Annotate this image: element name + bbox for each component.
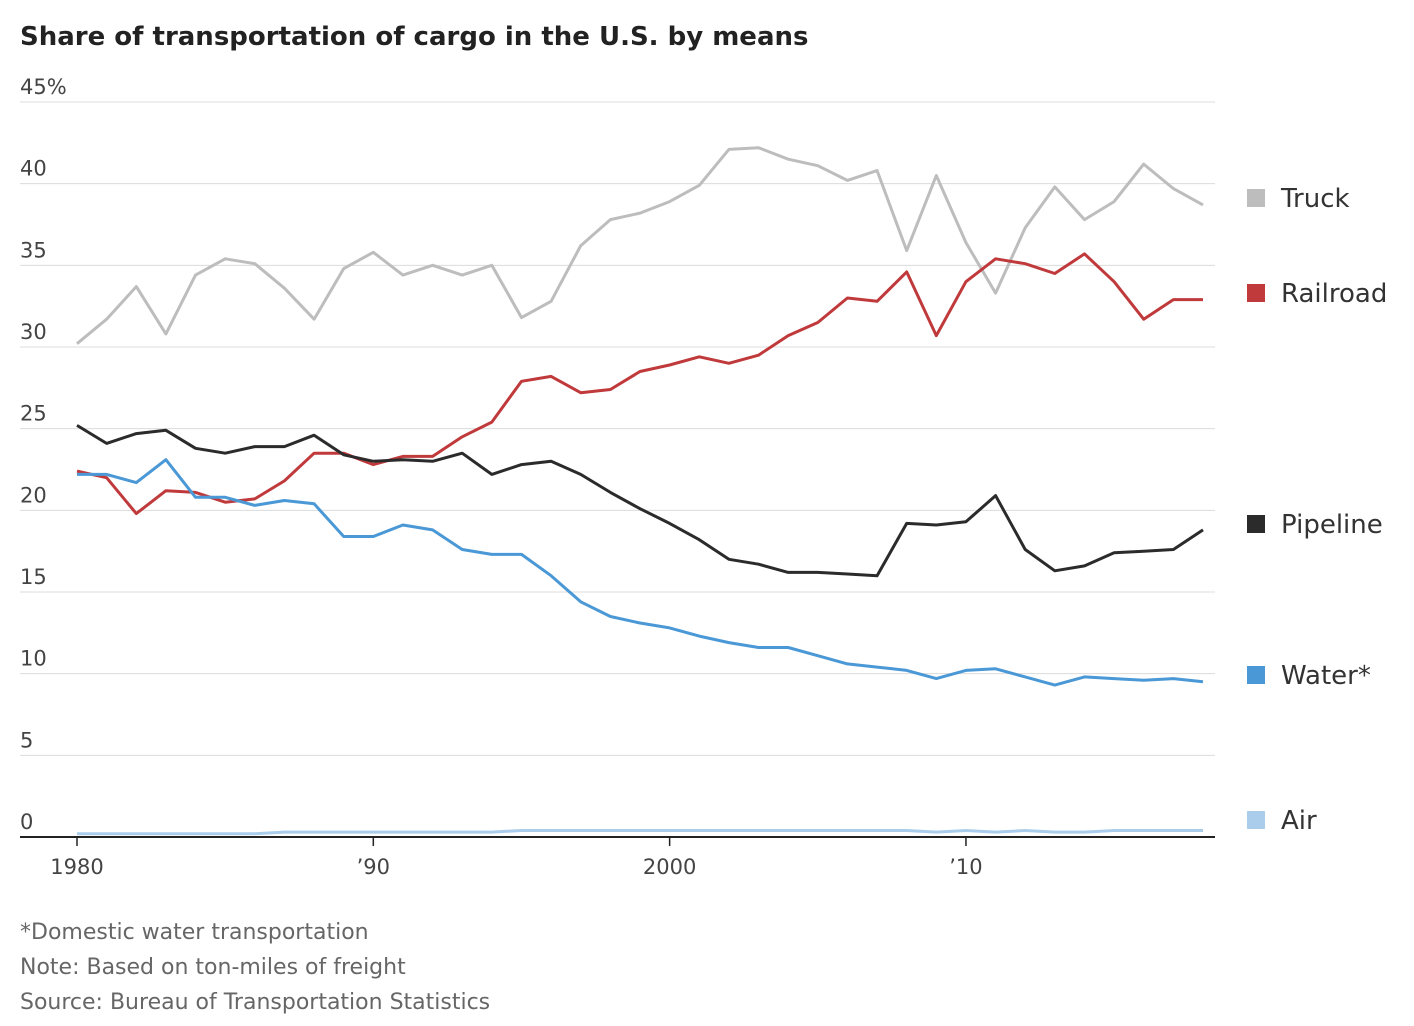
series-line — [76, 146, 1204, 345]
y-tick-label: 5 — [20, 728, 33, 752]
legend-swatch — [1247, 666, 1265, 684]
y-tick-label: 25 — [20, 402, 47, 426]
y-tick-label: 15 — [20, 565, 47, 589]
y-tick-label: 40 — [20, 157, 47, 181]
legend-label: Water* — [1281, 661, 1371, 691]
x-tick-label: ’10 — [949, 855, 982, 879]
series-line — [77, 458, 1204, 687]
y-tick-label: 0 — [20, 810, 33, 834]
x-tick-label: ’90 — [357, 855, 390, 879]
y-tick-label: 30 — [20, 320, 47, 344]
chart-title: Share of transportation of cargo in the … — [20, 22, 808, 52]
legend-swatch — [1247, 284, 1265, 302]
y-tick-label: 20 — [20, 483, 47, 507]
legend-label: Railroad — [1281, 279, 1387, 309]
legend-label: Truck — [1280, 184, 1350, 214]
legend-label: Pipeline — [1281, 510, 1383, 540]
series-line — [77, 829, 1203, 836]
y-tick-label: 45% — [20, 75, 67, 99]
y-tick-label: 35 — [20, 238, 47, 262]
series-line — [76, 424, 1204, 578]
footnote: Source: Bureau of Transportation Statist… — [20, 990, 490, 1015]
footnote: Note: Based on ton-miles of freight — [20, 955, 406, 980]
legend-swatch — [1247, 811, 1265, 829]
x-tick-label: 2000 — [643, 855, 696, 879]
footnote: *Domestic water transportation — [20, 920, 369, 945]
legend-swatch — [1247, 515, 1265, 533]
legend-swatch — [1247, 189, 1265, 207]
legend-label: Air — [1281, 806, 1317, 836]
series-line — [76, 252, 1203, 516]
y-tick-label: 10 — [20, 647, 47, 671]
x-tick-label: 1980 — [50, 855, 103, 879]
